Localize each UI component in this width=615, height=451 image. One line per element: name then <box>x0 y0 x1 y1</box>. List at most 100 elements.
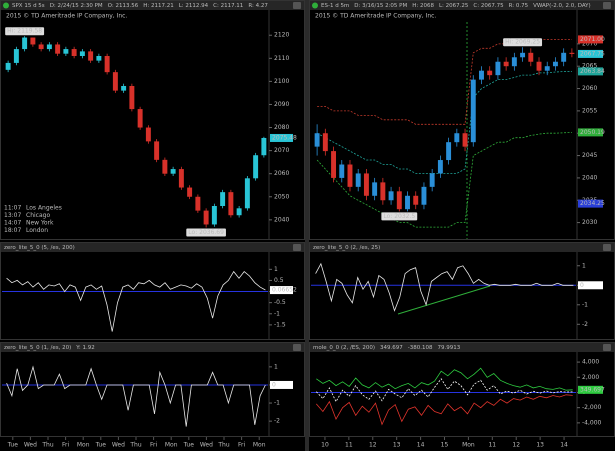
price-marker <box>578 385 603 394</box>
y-tick-label: 1 <box>274 266 278 273</box>
x-tick-label: Fri <box>62 442 69 449</box>
header: SPX 15 d 5s D: 2/24/15 2:30 PM O: 2113.56 H… <box>3 2 268 9</box>
price-marker <box>270 286 293 295</box>
candle-body <box>503 61 509 67</box>
y-tick-label: 1 <box>582 262 586 269</box>
indicator-line <box>315 394 573 426</box>
y-tick-label: 2100 <box>274 78 289 85</box>
y-tick-label: 2030 <box>582 219 597 226</box>
candle-body <box>187 187 193 197</box>
clock-city: Chicago <box>26 212 50 219</box>
header: zero_lite_5_0 (2, /es, 25) <box>313 245 380 251</box>
x-tick-label: Fri <box>150 442 157 449</box>
header-text: H: 2117.21 <box>143 3 173 9</box>
extreme-label-text: Hi: 2119.58 <box>7 28 42 35</box>
header: ES-1 d 5m D: 3/16/15 2:05 PM H: 2068 L: 206… <box>312 2 591 9</box>
candle-body <box>552 61 558 67</box>
x-tick-label: Thu <box>217 442 229 449</box>
y-tick-label: -1.5 <box>274 321 286 328</box>
header-text: VWAP(-2.0, 2.0, DAY) <box>533 3 591 9</box>
header-text: SPX 15 d 5s <box>12 3 45 9</box>
y-tick-label: 0.5 <box>274 277 284 284</box>
header-text: D: 2/24/15 2:30 PM <box>50 3 103 9</box>
header: mole_0_0 (2, /ES, 200) 349.697 -380.108 79.… <box>313 345 461 351</box>
panel-header <box>1 243 304 252</box>
candle-body <box>154 141 160 160</box>
candle-body <box>13 49 19 63</box>
indicator-line <box>6 270 266 332</box>
x-tick-label: Mon <box>165 442 178 449</box>
y-tick-label: 2090 <box>274 101 289 108</box>
x-tick-label: 13 <box>393 442 401 449</box>
candle-body <box>536 61 542 71</box>
y-tick-label: 4,000 <box>582 359 599 366</box>
x-tick-label: 15 <box>441 442 449 449</box>
price-marker-label: 2075.48 <box>272 134 297 141</box>
x-tick-label: Thu <box>41 442 53 449</box>
candle-body <box>355 173 361 187</box>
extreme-label-text: Lo: 2036.69 <box>188 229 224 236</box>
x-tick-label: Wed <box>200 442 213 449</box>
panel-header <box>310 343 614 352</box>
y-tick-label: 2110 <box>274 55 289 62</box>
x-tick-label: 11 <box>345 442 353 449</box>
candle-body <box>462 133 468 147</box>
extreme-label-box <box>381 212 418 221</box>
x-tick-label: Tue <box>95 442 107 449</box>
candle-body <box>388 191 394 201</box>
clock-time: 11:07 <box>4 205 21 212</box>
indicator-line <box>6 365 266 427</box>
price-marker-label: 0.06652 <box>272 287 297 294</box>
clock-time: 14:07 <box>4 220 21 227</box>
candle-body <box>88 51 94 61</box>
price-marker-label: 2050.19 <box>580 129 605 136</box>
candle-body <box>561 52 567 62</box>
y-tick-label: -2,000 <box>582 404 602 411</box>
panel-header <box>310 1 614 10</box>
candle-body <box>203 210 209 225</box>
header-text: C: 2067.75 <box>473 3 504 9</box>
candle-body <box>137 109 143 128</box>
header-text: 349.697 <box>380 345 403 351</box>
y-tick-label: -4,000 <box>582 419 602 426</box>
candle-body <box>429 173 435 187</box>
candle-body <box>253 155 259 179</box>
price-marker <box>270 133 293 142</box>
extreme-label-text: Lo: 2032.5 <box>383 213 415 220</box>
candle-body <box>421 186 427 205</box>
candle-body <box>46 44 52 50</box>
clock-time: 13:07 <box>4 212 21 219</box>
status-icon <box>312 2 318 9</box>
clock-time: 18:07 <box>4 227 21 234</box>
extreme-label-text: Hi: 2069.25 <box>505 39 540 46</box>
candle-body <box>511 57 517 67</box>
candle-body <box>322 133 328 152</box>
x-tick-label: 12 <box>369 442 377 449</box>
candle-body <box>228 192 234 216</box>
x-tick-label: Tue <box>7 442 19 449</box>
x-tick-label: Wed <box>112 442 125 449</box>
header-text: zero_lite_5_0 (5, /es, 200) <box>4 245 75 251</box>
y-tick-label: 2060 <box>582 85 597 92</box>
candle-body <box>5 62 11 70</box>
x-tick-label: Fri <box>238 442 245 449</box>
y-tick-label: 2070 <box>582 40 597 47</box>
candle-body <box>170 169 176 174</box>
candle-body <box>79 51 85 56</box>
x-tick-label: Tue <box>183 442 195 449</box>
extreme-label: Hi: 2069.25 <box>503 38 543 47</box>
header-text: C: 2117.11 <box>213 3 243 9</box>
candle-body <box>236 208 242 216</box>
x-tick-label: Mon <box>77 442 90 449</box>
header-icon <box>293 2 301 9</box>
candle-body <box>314 133 320 147</box>
candle-body <box>96 56 102 61</box>
header-icon <box>293 344 301 351</box>
candle-body <box>145 127 151 142</box>
y-tick-label: -0.5 <box>274 299 286 306</box>
header-text: H: 2068 <box>412 3 434 9</box>
y-tick-label: 2050 <box>274 193 289 200</box>
